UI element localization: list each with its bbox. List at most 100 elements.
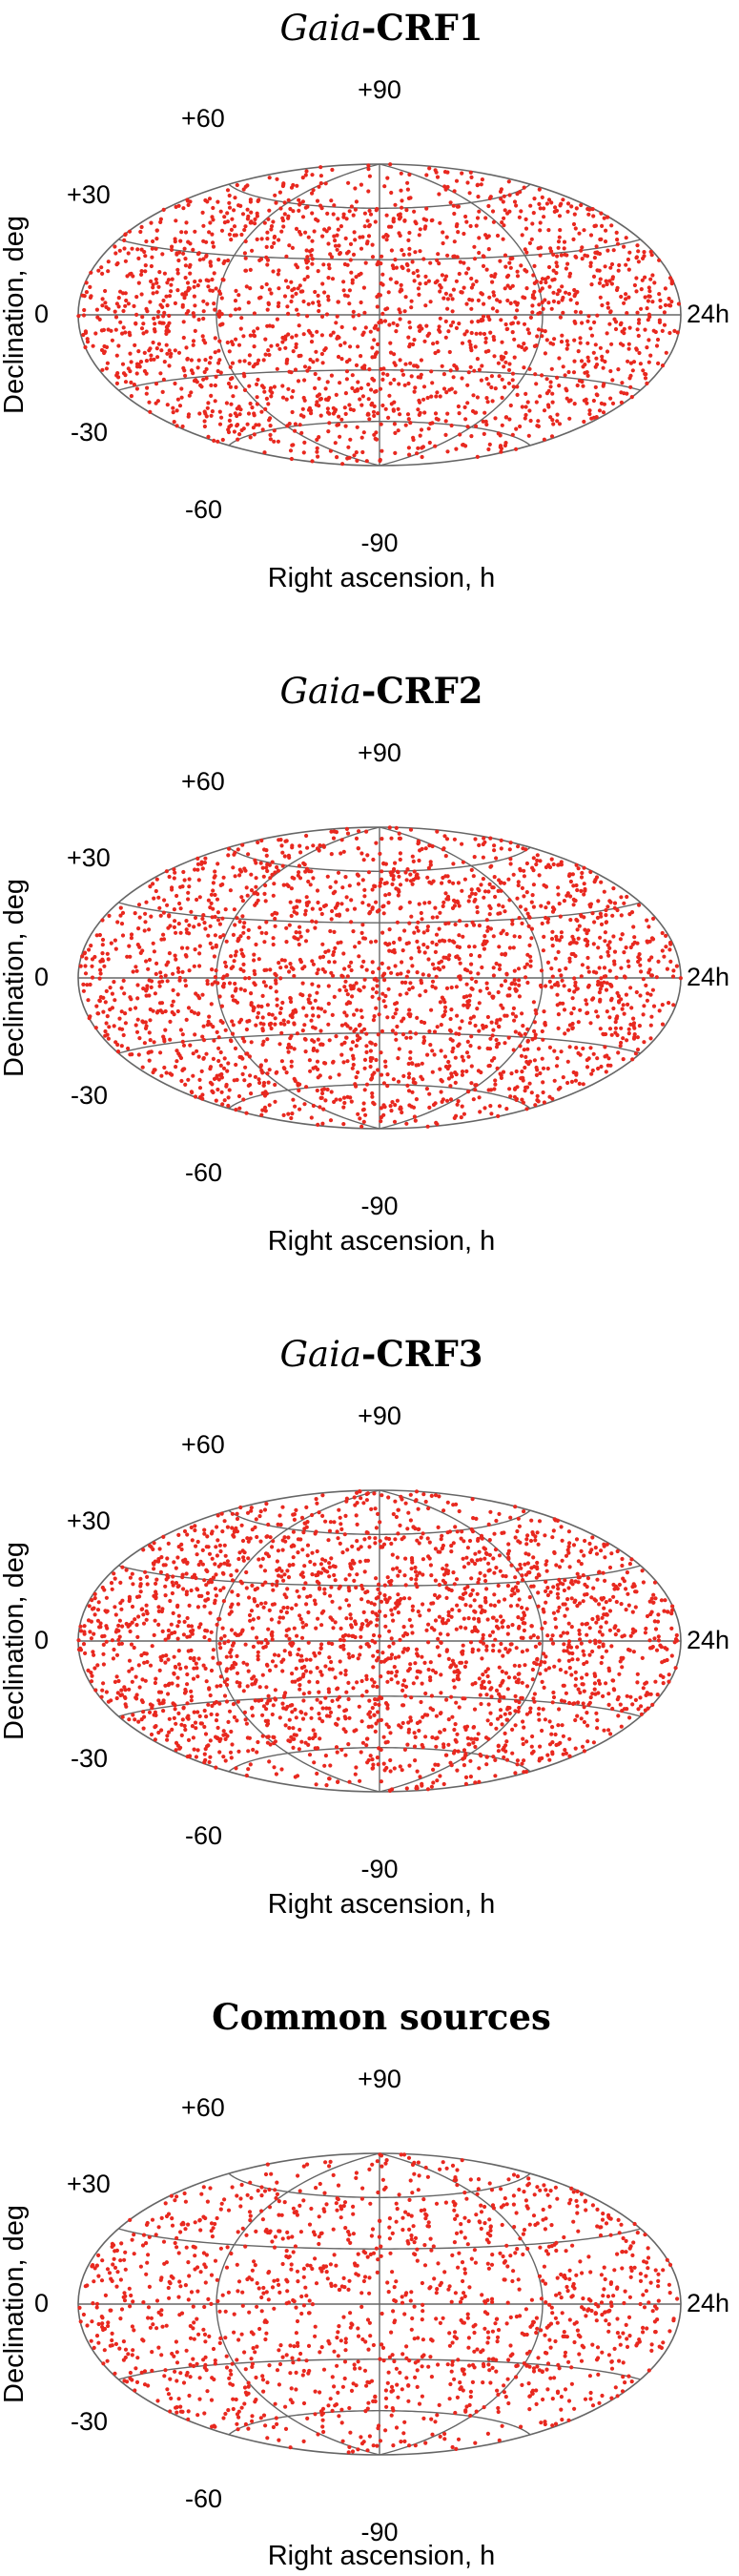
source-point bbox=[599, 955, 604, 960]
source-point bbox=[635, 310, 640, 315]
source-point bbox=[215, 1525, 219, 1529]
source-point bbox=[542, 215, 546, 219]
source-point bbox=[406, 1089, 412, 1093]
source-point bbox=[156, 895, 161, 900]
source-point bbox=[539, 904, 544, 908]
source-point bbox=[662, 310, 667, 315]
source-point bbox=[88, 284, 92, 289]
source-point bbox=[359, 182, 363, 187]
source-point bbox=[647, 338, 651, 343]
source-point bbox=[229, 227, 234, 232]
source-point bbox=[598, 935, 603, 940]
source-point bbox=[440, 273, 444, 278]
source-point bbox=[676, 301, 682, 306]
source-point bbox=[159, 1001, 165, 1006]
source-point bbox=[345, 1059, 350, 1064]
source-point bbox=[511, 1048, 516, 1052]
source-point bbox=[631, 1036, 637, 1041]
source-point bbox=[204, 1051, 209, 1056]
source-point bbox=[503, 1013, 507, 1018]
source-point bbox=[291, 1097, 296, 1102]
source-point bbox=[406, 1061, 411, 1067]
source-point bbox=[172, 907, 176, 912]
source-point bbox=[517, 1031, 522, 1036]
source-point bbox=[140, 1019, 145, 1024]
source-point bbox=[420, 446, 424, 450]
source-point bbox=[620, 932, 625, 937]
source-point bbox=[263, 1109, 268, 1113]
source-point bbox=[477, 1001, 482, 1006]
source-point bbox=[628, 373, 633, 378]
source-point bbox=[165, 403, 170, 407]
source-point bbox=[585, 1057, 589, 1063]
source-point bbox=[303, 1669, 309, 1673]
source-point bbox=[84, 290, 89, 295]
source-point bbox=[214, 1718, 219, 1723]
source-point bbox=[196, 878, 201, 883]
source-point bbox=[538, 1070, 543, 1076]
source-point bbox=[400, 1019, 404, 1024]
source-point bbox=[500, 377, 504, 382]
source-point bbox=[159, 348, 164, 353]
source-point bbox=[281, 883, 286, 887]
source-point bbox=[442, 1009, 447, 1014]
source-point bbox=[269, 343, 274, 348]
source-point bbox=[268, 416, 273, 421]
source-point bbox=[509, 1563, 514, 1568]
source-point bbox=[667, 276, 673, 280]
source-point bbox=[588, 869, 593, 875]
source-point bbox=[410, 882, 415, 886]
source-point bbox=[267, 208, 272, 213]
source-point bbox=[341, 215, 346, 219]
source-point bbox=[186, 897, 191, 902]
source-point bbox=[202, 419, 207, 424]
source-point bbox=[483, 349, 488, 354]
source-point bbox=[492, 875, 497, 880]
source-point bbox=[300, 1028, 305, 1033]
source-point bbox=[379, 1072, 384, 1077]
source-point bbox=[465, 383, 470, 387]
source-point bbox=[606, 943, 610, 947]
source-point bbox=[244, 1051, 249, 1056]
source-point bbox=[611, 886, 616, 891]
source-point bbox=[349, 270, 354, 275]
source-point bbox=[128, 1007, 133, 1011]
source-point bbox=[585, 1672, 589, 1677]
source-point bbox=[416, 1506, 421, 1511]
source-point bbox=[435, 1778, 440, 1783]
source-point bbox=[186, 414, 191, 419]
source-point bbox=[289, 966, 294, 970]
source-point bbox=[315, 329, 319, 334]
source-point bbox=[512, 934, 517, 939]
source-point bbox=[506, 381, 512, 385]
source-point bbox=[88, 295, 92, 300]
source-point bbox=[347, 358, 352, 363]
source-point bbox=[216, 918, 221, 923]
source-point bbox=[100, 367, 105, 372]
source-point bbox=[557, 1605, 562, 1610]
source-point bbox=[628, 384, 633, 389]
source-point bbox=[320, 942, 325, 946]
source-point bbox=[527, 943, 532, 948]
source-point bbox=[524, 1542, 529, 1547]
source-point bbox=[338, 987, 342, 992]
source-point bbox=[246, 852, 251, 857]
source-point bbox=[573, 292, 578, 297]
source-point bbox=[438, 1000, 442, 1005]
source-point bbox=[378, 386, 383, 391]
source-point bbox=[373, 436, 378, 441]
source-point bbox=[588, 1695, 593, 1700]
source-point bbox=[447, 349, 452, 355]
source-point bbox=[572, 402, 577, 406]
source-point bbox=[441, 386, 447, 391]
source-point bbox=[275, 997, 279, 1002]
source-point bbox=[577, 1081, 582, 1086]
panel-gaia-crf1: Gaia-CRF1 Right ascension, h Declination… bbox=[0, 7, 729, 593]
source-point bbox=[494, 1518, 499, 1524]
source-point bbox=[294, 342, 298, 346]
source-point bbox=[90, 975, 95, 980]
source-point bbox=[382, 1583, 387, 1588]
source-point bbox=[507, 417, 512, 422]
source-point bbox=[404, 1121, 409, 1126]
source-point bbox=[620, 1563, 625, 1568]
